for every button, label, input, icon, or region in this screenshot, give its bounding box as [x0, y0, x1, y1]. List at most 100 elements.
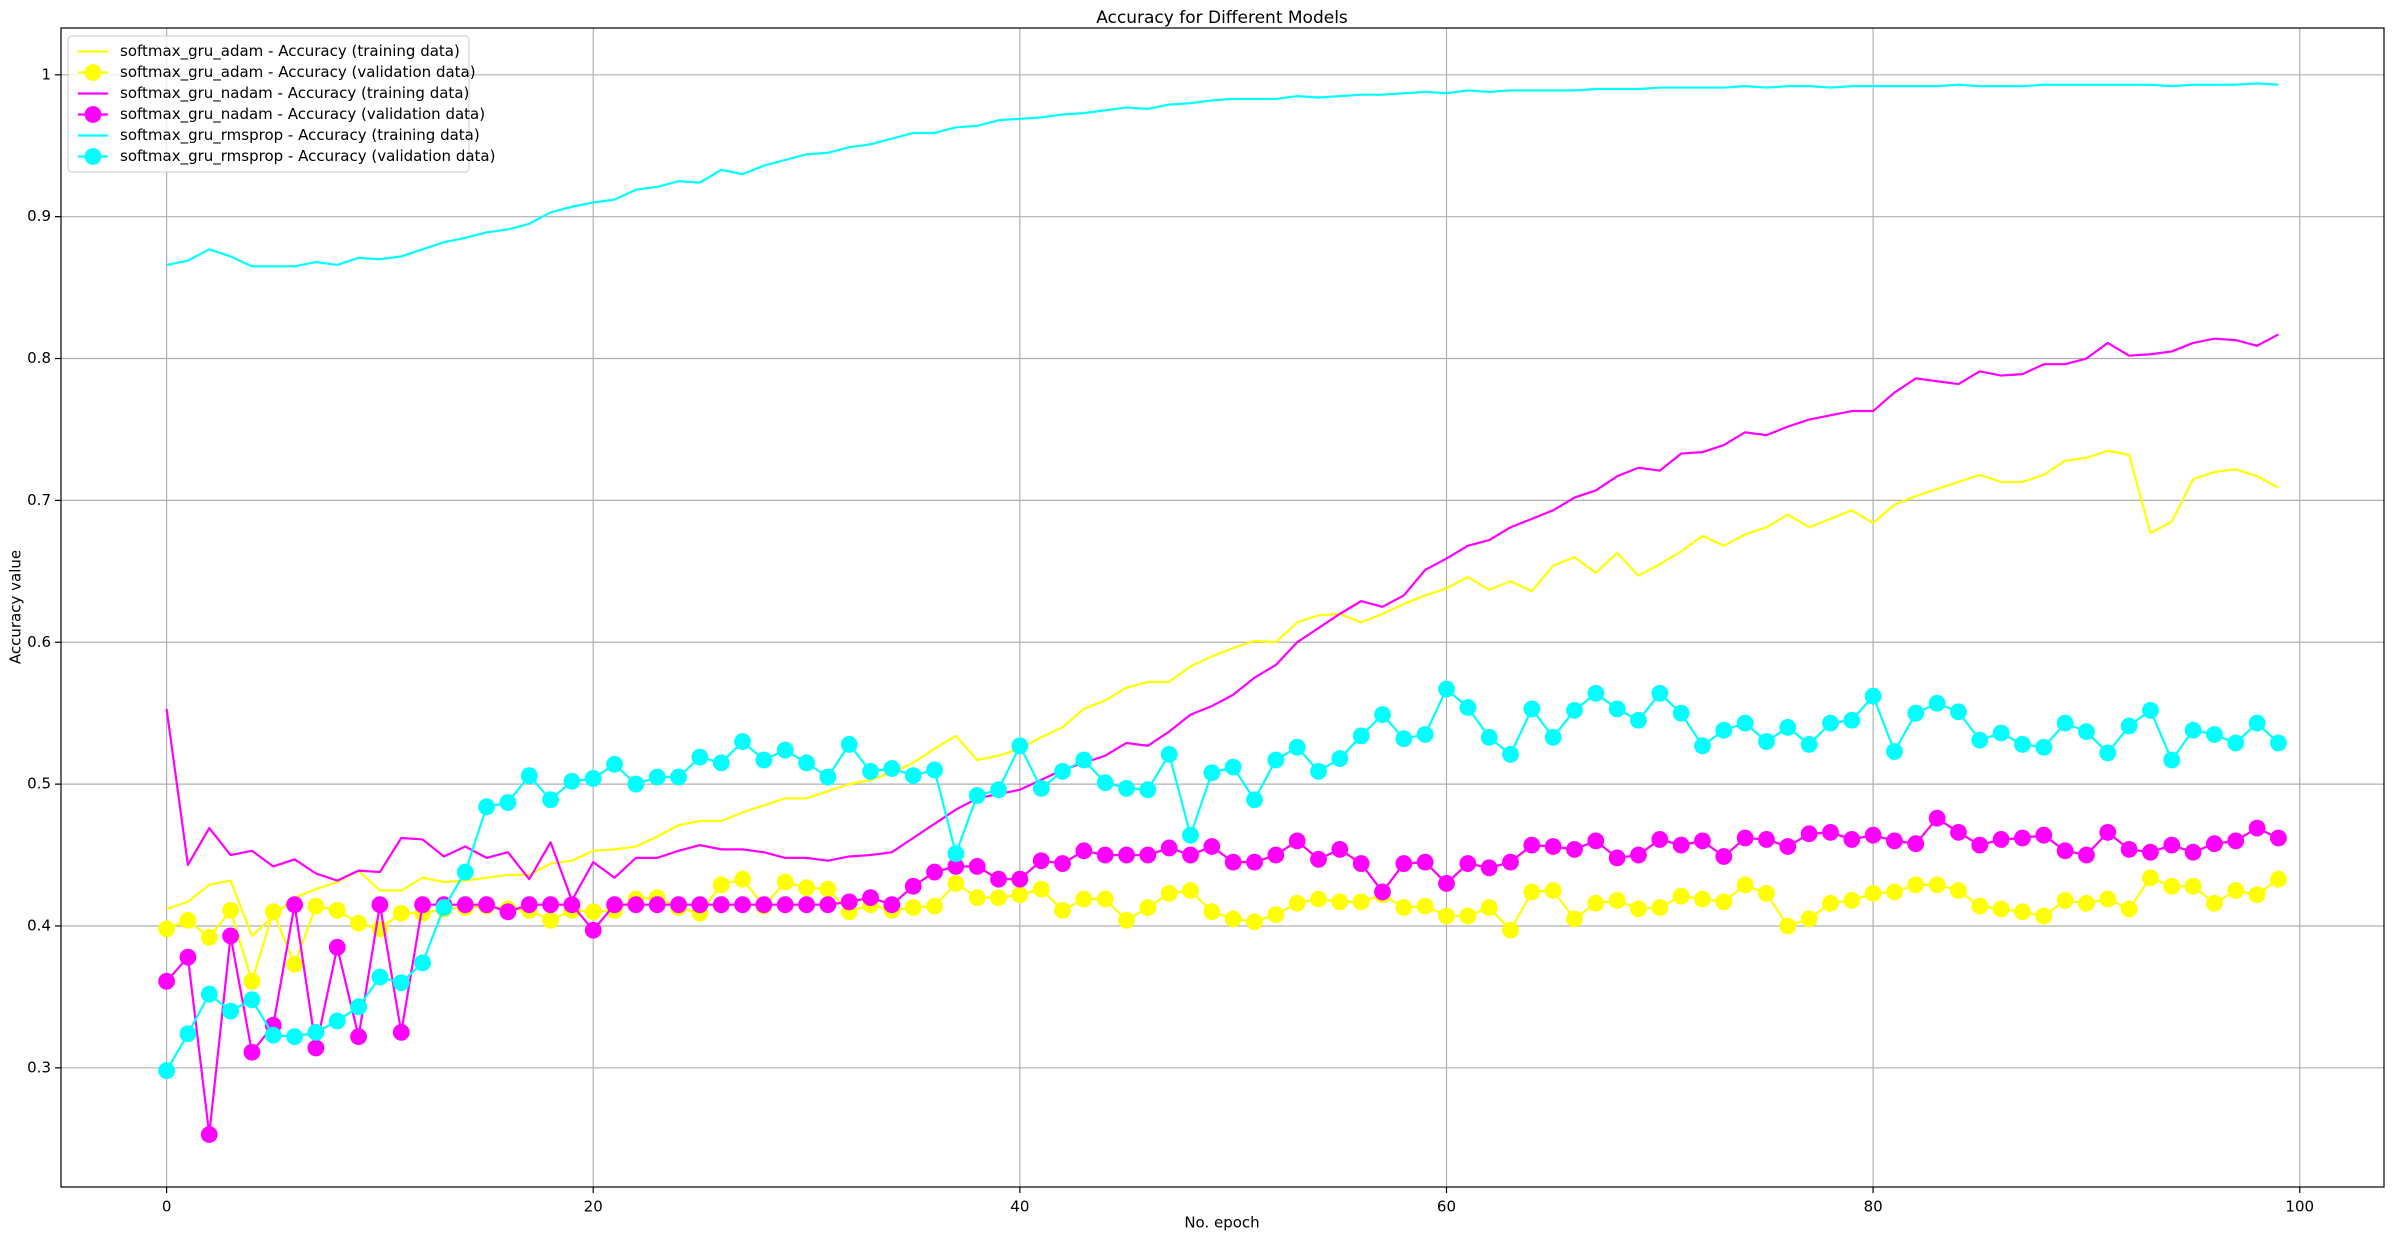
- data-point: [1672, 836, 1690, 854]
- data-point: [222, 901, 239, 919]
- legend-label: softmax_gru_adam - Accuracy (training da…: [120, 42, 460, 61]
- data-point: [1182, 846, 1199, 864]
- data-point: [2142, 869, 2159, 887]
- data-point: [1651, 684, 1669, 702]
- data-point: [563, 896, 581, 914]
- data-point: [1758, 831, 1775, 848]
- data-point: [307, 897, 325, 915]
- data-point: [328, 901, 346, 919]
- data-point: [2035, 907, 2053, 925]
- data-point: [2227, 734, 2245, 752]
- data-point: [456, 896, 474, 914]
- data-point: [627, 775, 645, 793]
- data-point: [2120, 840, 2138, 858]
- data-point: [2206, 835, 2223, 853]
- data-point: [1310, 762, 1327, 780]
- data-point: [1843, 831, 1861, 848]
- data-point: [1011, 737, 1029, 755]
- data-point: [1395, 899, 1413, 916]
- data-point: [1843, 711, 1861, 729]
- data-point: [2163, 836, 2181, 854]
- data-point: [1694, 890, 1711, 908]
- data-point: [1779, 838, 1797, 855]
- data-point: [1630, 711, 1647, 729]
- data-point: [542, 791, 559, 809]
- data-point: [1928, 809, 1946, 827]
- data-point: [1971, 731, 1989, 749]
- data-point: [1054, 855, 1071, 872]
- data-point: [1267, 846, 1285, 864]
- data-point: [1587, 684, 1605, 702]
- data-point: [1139, 846, 1157, 864]
- data-point: [1630, 846, 1647, 864]
- legend-box: [67, 35, 470, 173]
- data-point: [798, 879, 815, 897]
- data-point: [1310, 850, 1327, 868]
- data-point: [286, 896, 303, 914]
- data-point: [1800, 825, 1818, 843]
- data-point: [371, 896, 389, 914]
- data-point: [1160, 745, 1178, 763]
- data-point: [1928, 694, 1946, 712]
- data-point: [1864, 826, 1882, 844]
- data-point: [1032, 852, 1050, 870]
- data-point: [264, 1026, 282, 1044]
- data-point: [1395, 730, 1413, 748]
- series-line: [165, 817, 2279, 1136]
- data-point: [1736, 829, 1754, 847]
- data-point: [712, 754, 730, 772]
- data-point: [1950, 823, 1967, 841]
- data-point: [1352, 727, 1370, 745]
- data-point: [1203, 903, 1221, 921]
- data-point: [520, 767, 538, 785]
- chart-title: Accuracy for Different Models: [1096, 8, 1348, 28]
- data-point: [1523, 700, 1541, 718]
- data-point: [1374, 883, 1391, 901]
- data-point: [2227, 882, 2245, 899]
- data-point: [1288, 738, 1306, 756]
- data-point: [542, 896, 559, 914]
- data-point: [734, 896, 751, 914]
- data-point: [1843, 892, 1861, 909]
- data-point: [414, 954, 431, 972]
- data-point: [1203, 764, 1221, 782]
- data-point: [1523, 836, 1541, 854]
- legend-label: softmax_gru_rmsprop - Accuracy (training…: [120, 126, 480, 145]
- data-point: [1822, 823, 1839, 841]
- data-point: [1224, 758, 1242, 776]
- data-point: [883, 760, 901, 777]
- data-point: [1246, 913, 1263, 931]
- data-point: [1566, 701, 1583, 719]
- data-point: [1630, 900, 1647, 918]
- data-point: [691, 896, 709, 914]
- data-point: [1032, 779, 1050, 797]
- data-point: [1459, 907, 1477, 925]
- data-point: [1502, 745, 1519, 763]
- data-point: [1907, 704, 1925, 722]
- data-point: [1907, 876, 1925, 894]
- data-point: [670, 768, 687, 786]
- data-point: [2270, 734, 2287, 752]
- data-point: [371, 968, 389, 986]
- data-point: [1096, 846, 1114, 864]
- legend-marker: [84, 106, 102, 123]
- data-point: [1587, 894, 1605, 912]
- data-point: [456, 863, 474, 881]
- data-point: [286, 955, 303, 973]
- data-point: [2056, 892, 2074, 909]
- data-point: [883, 896, 901, 914]
- data-point: [2206, 894, 2223, 912]
- data-point: [1182, 826, 1199, 844]
- data-point: [1118, 846, 1135, 864]
- data-point: [776, 741, 794, 759]
- data-point: [1054, 762, 1071, 780]
- data-point: [1523, 883, 1541, 901]
- data-point: [286, 1028, 303, 1046]
- data-point: [1715, 848, 1733, 865]
- data-point: [2163, 751, 2181, 769]
- data-point: [1438, 680, 1455, 698]
- data-point: [1587, 832, 1605, 850]
- data-point: [179, 911, 197, 929]
- data-point: [1160, 839, 1178, 857]
